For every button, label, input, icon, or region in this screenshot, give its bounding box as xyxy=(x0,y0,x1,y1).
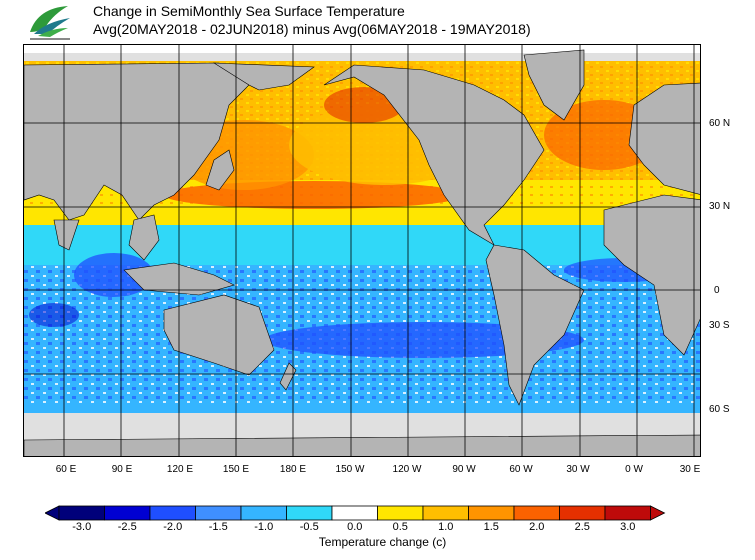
lon-label-150w: 150 W xyxy=(335,464,365,475)
land-india xyxy=(53,219,80,251)
colorbar-tick-label: 2.5 xyxy=(574,521,590,533)
colorbar-tick-label: -3.0 xyxy=(72,521,92,533)
lon-label-60w: 60 W xyxy=(509,464,533,475)
colorbar-tick-label: -2.0 xyxy=(163,521,183,533)
lon-label-150e: 150 E xyxy=(222,464,250,475)
land-south-america xyxy=(485,244,585,406)
colorbar-title: Temperature change (c) xyxy=(318,535,447,549)
cold-indian-ocean xyxy=(74,253,154,297)
land-africa xyxy=(603,194,700,356)
colorbar-tick-label: -0.5 xyxy=(299,521,319,533)
lat-label-60n: 60 N xyxy=(709,118,731,129)
land-europe xyxy=(628,82,700,195)
lon-label-30w: 30 W xyxy=(566,464,590,475)
land-indochina xyxy=(128,214,160,261)
colorbar-cell xyxy=(149,505,196,521)
colorbar-cell xyxy=(195,505,242,521)
map-title: Change in SemiMonthly Sea Surface Temper… xyxy=(93,3,405,19)
land-siberia xyxy=(212,62,315,91)
lat-label-60s: 60 S xyxy=(709,404,730,415)
colorbar xyxy=(45,505,666,521)
land-north-america xyxy=(323,64,545,246)
lat-label-30n: 30 N xyxy=(709,201,731,212)
colorbar-tick-label: -1.0 xyxy=(254,521,274,533)
land-new-zealand xyxy=(279,362,297,391)
land-antarctica xyxy=(24,434,700,456)
arctic-no-data xyxy=(24,45,700,53)
lon-label-120e: 120 E xyxy=(166,464,194,475)
colorbar-tick-label: 0.5 xyxy=(392,521,408,533)
graticule xyxy=(24,45,700,456)
warm-gulf-of-alaska xyxy=(324,87,404,123)
colorbar-tick-label: 3.0 xyxy=(620,521,636,533)
colorbar-cell xyxy=(513,505,560,521)
lat-label-30s: 30 S xyxy=(709,320,730,331)
colorbar-tick-label: 0.0 xyxy=(347,521,363,533)
colorbar-cell xyxy=(331,505,378,521)
colorbar-cell xyxy=(559,505,606,521)
map-subtitle: Avg(20MAY2018 - 02JUN2018) minus Avg(06M… xyxy=(93,21,531,37)
colorbar-cell xyxy=(422,505,469,521)
lon-label-120w: 120 W xyxy=(392,464,422,475)
lon-label-30e: 30 E xyxy=(679,464,701,475)
colorbar-cell xyxy=(377,505,424,521)
cold-west-indian xyxy=(29,303,79,327)
map-canvas xyxy=(24,45,700,456)
colorbar-tick-label: 1.5 xyxy=(483,521,499,533)
colorbar-cell xyxy=(240,505,287,521)
land-greenland xyxy=(523,49,585,121)
colorbar-tick-label: 1.0 xyxy=(438,521,454,533)
lon-label-60e: 60 E xyxy=(55,464,77,475)
lat-label-equator: 0 xyxy=(714,285,720,296)
lon-label-0w: 0 W xyxy=(625,464,643,475)
sst-anomaly-map xyxy=(23,44,701,457)
colorbar-arrow-high xyxy=(650,505,666,521)
lon-label-90e: 90 E xyxy=(111,464,133,475)
colorbar-cell xyxy=(604,505,651,521)
lon-label-180e: 180 E xyxy=(279,464,307,475)
colorbar-tick-label: -1.5 xyxy=(208,521,228,533)
colorbar-cell xyxy=(468,505,515,521)
land-japan xyxy=(205,149,235,191)
colorbar-cell xyxy=(104,505,151,521)
colorbar-tick-label: -2.5 xyxy=(117,521,137,533)
colorbar-arrow-low xyxy=(45,505,60,521)
landmasses xyxy=(24,49,700,456)
colorbar-cell xyxy=(58,505,105,521)
agency-logo xyxy=(24,2,76,42)
colorbar-tick-label: 2.0 xyxy=(529,521,545,533)
colorbar-cell xyxy=(286,505,333,521)
lon-label-90w: 90 W xyxy=(452,464,476,475)
